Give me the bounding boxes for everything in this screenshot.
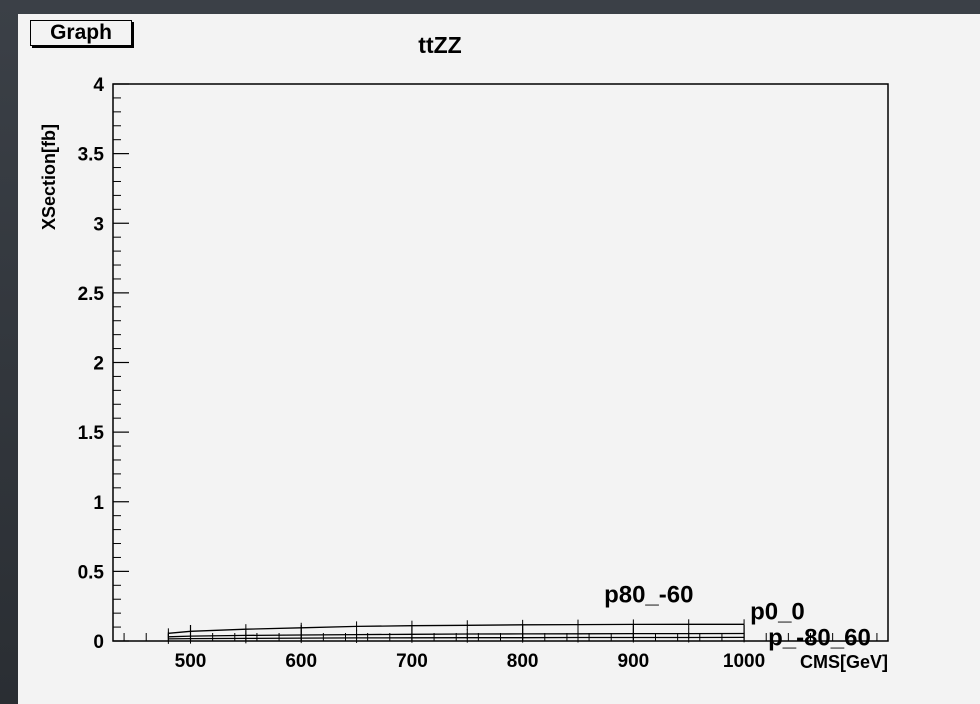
y-tick-label: 0.5 [78,562,105,583]
x-tick-label: 800 [507,651,539,672]
y-tick-label: 1 [93,493,104,514]
x-tick-label: 1000 [723,651,765,672]
y-tick-label: 2 [93,354,104,375]
canvas-pad [18,14,980,704]
series-label: p_-80_60 [768,624,871,651]
y-tick-label: 4 [93,75,104,96]
y-tick-label: 3 [93,214,104,235]
y-tick-label: 0 [93,632,104,653]
series-line [168,632,745,638]
x-tick-label: 500 [175,651,207,672]
y-tick-label: 2.5 [78,284,105,305]
series-label: p0_0 [750,598,805,625]
x-tick-label: 900 [618,651,650,672]
series-label: p80_-60 [604,581,693,608]
y-tick-label: 1.5 [78,423,105,444]
graph-tag[interactable]: Graph [30,20,132,46]
y-tick-label: 3.5 [78,145,105,166]
series-line [168,623,745,634]
plot-title: ttZZ [418,32,462,58]
y-axis-label: XSection[fb] [39,124,59,230]
series-line [168,636,745,640]
plot-frame [112,83,889,642]
x-tick-label: 600 [285,651,317,672]
x-axis-label: CMS[GeV] [800,652,888,672]
x-tick-label: 700 [396,651,428,672]
